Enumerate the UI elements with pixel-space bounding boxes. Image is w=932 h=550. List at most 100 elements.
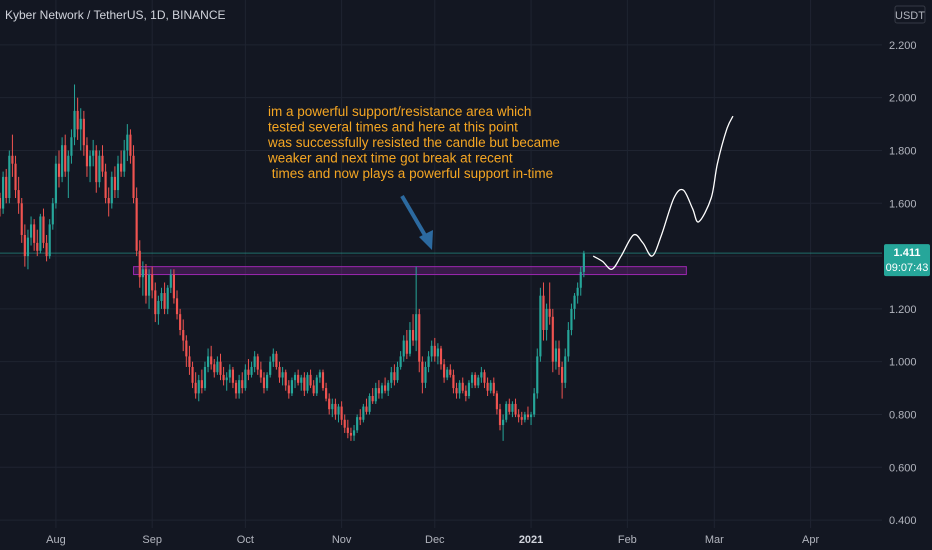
candle <box>393 364 396 386</box>
candle-body <box>533 393 536 415</box>
current-price-tag[interactable]: 1.411 09:07:43 <box>884 244 930 277</box>
candle <box>42 208 45 249</box>
candle <box>244 364 247 391</box>
candle-body <box>365 406 368 412</box>
candle-body <box>390 372 393 383</box>
candle <box>306 372 309 394</box>
candle <box>216 356 219 375</box>
candle-body <box>564 356 567 383</box>
candle <box>275 351 278 370</box>
candle-body <box>384 385 387 391</box>
annotation-text: im a powerful support/resistance area wh… <box>267 104 560 181</box>
candle <box>287 380 290 399</box>
candle-body <box>443 364 446 378</box>
candle-body <box>185 340 188 357</box>
candle <box>191 361 194 389</box>
candle-body <box>439 348 443 365</box>
candle <box>380 382 384 399</box>
candle-body <box>337 406 340 415</box>
candle-body <box>8 155 11 198</box>
annotation-line: tested several times and here at this po… <box>268 120 518 135</box>
candle-body <box>427 356 430 367</box>
candle <box>284 369 287 391</box>
candle <box>76 97 79 140</box>
candle <box>67 150 70 198</box>
candle-body <box>216 361 219 373</box>
candle <box>561 361 564 399</box>
candle <box>405 330 408 360</box>
candle <box>172 269 176 304</box>
candle-body <box>359 417 362 420</box>
candle-body <box>517 414 520 418</box>
candle <box>480 366 483 383</box>
candle <box>110 171 113 209</box>
candle <box>564 348 567 389</box>
candle-body <box>514 403 517 415</box>
candle <box>269 356 272 378</box>
candle-body <box>461 382 464 391</box>
candle-body <box>2 176 5 209</box>
candle-body <box>179 314 182 330</box>
candle <box>529 411 533 426</box>
candle-body <box>297 374 300 383</box>
candle-body <box>5 176 8 198</box>
candle <box>98 150 101 188</box>
candle <box>141 261 144 296</box>
candle-body <box>526 414 530 418</box>
candle-body <box>82 118 85 146</box>
candle <box>511 401 514 418</box>
candle-body <box>306 374 309 391</box>
candle <box>262 372 266 394</box>
candle <box>88 150 92 183</box>
candle <box>352 425 356 441</box>
candle-body <box>219 361 222 375</box>
candle <box>33 219 36 251</box>
candle-body <box>54 163 57 204</box>
candle <box>318 369 321 383</box>
candle <box>430 340 433 362</box>
candle <box>396 361 399 383</box>
candle <box>297 369 300 386</box>
candle <box>185 335 188 367</box>
currency-box[interactable] <box>894 5 926 24</box>
support-resistance-zone[interactable] <box>133 266 687 276</box>
candle-body <box>0 198 2 209</box>
candle <box>70 129 73 164</box>
candle-body <box>433 345 436 357</box>
candle <box>36 229 39 257</box>
candle-body <box>483 372 486 383</box>
candle-body <box>570 308 573 330</box>
candle <box>483 369 486 389</box>
candle-body <box>85 145 89 167</box>
candle <box>424 361 427 389</box>
candle-body <box>430 345 433 357</box>
candle-body <box>567 330 570 357</box>
candle <box>359 409 362 426</box>
candle-body <box>290 380 294 394</box>
candle <box>135 187 138 257</box>
candle <box>427 351 430 373</box>
time-tick-label: Dec <box>425 534 445 546</box>
candle <box>498 403 502 431</box>
price-tick-label: 1.600 <box>889 198 917 210</box>
price-tick-label: 1.000 <box>889 357 917 369</box>
projection-path[interactable] <box>592 115 734 270</box>
time-tick-label: Oct <box>237 534 254 546</box>
candle <box>82 110 85 156</box>
candle <box>129 129 132 164</box>
candle <box>241 372 244 394</box>
candle <box>365 398 368 415</box>
candle <box>14 155 17 198</box>
candle <box>443 359 446 383</box>
candle <box>179 308 182 336</box>
candle-body <box>210 356 213 365</box>
candle <box>222 366 225 386</box>
candle <box>203 361 207 391</box>
candle-body <box>247 369 250 375</box>
candle <box>144 264 148 304</box>
price-tag-value: 1.411 <box>894 247 921 259</box>
time-tick-label: Sep <box>142 534 162 546</box>
candle <box>194 372 197 399</box>
candle <box>73 84 76 146</box>
candle-body <box>396 366 399 381</box>
